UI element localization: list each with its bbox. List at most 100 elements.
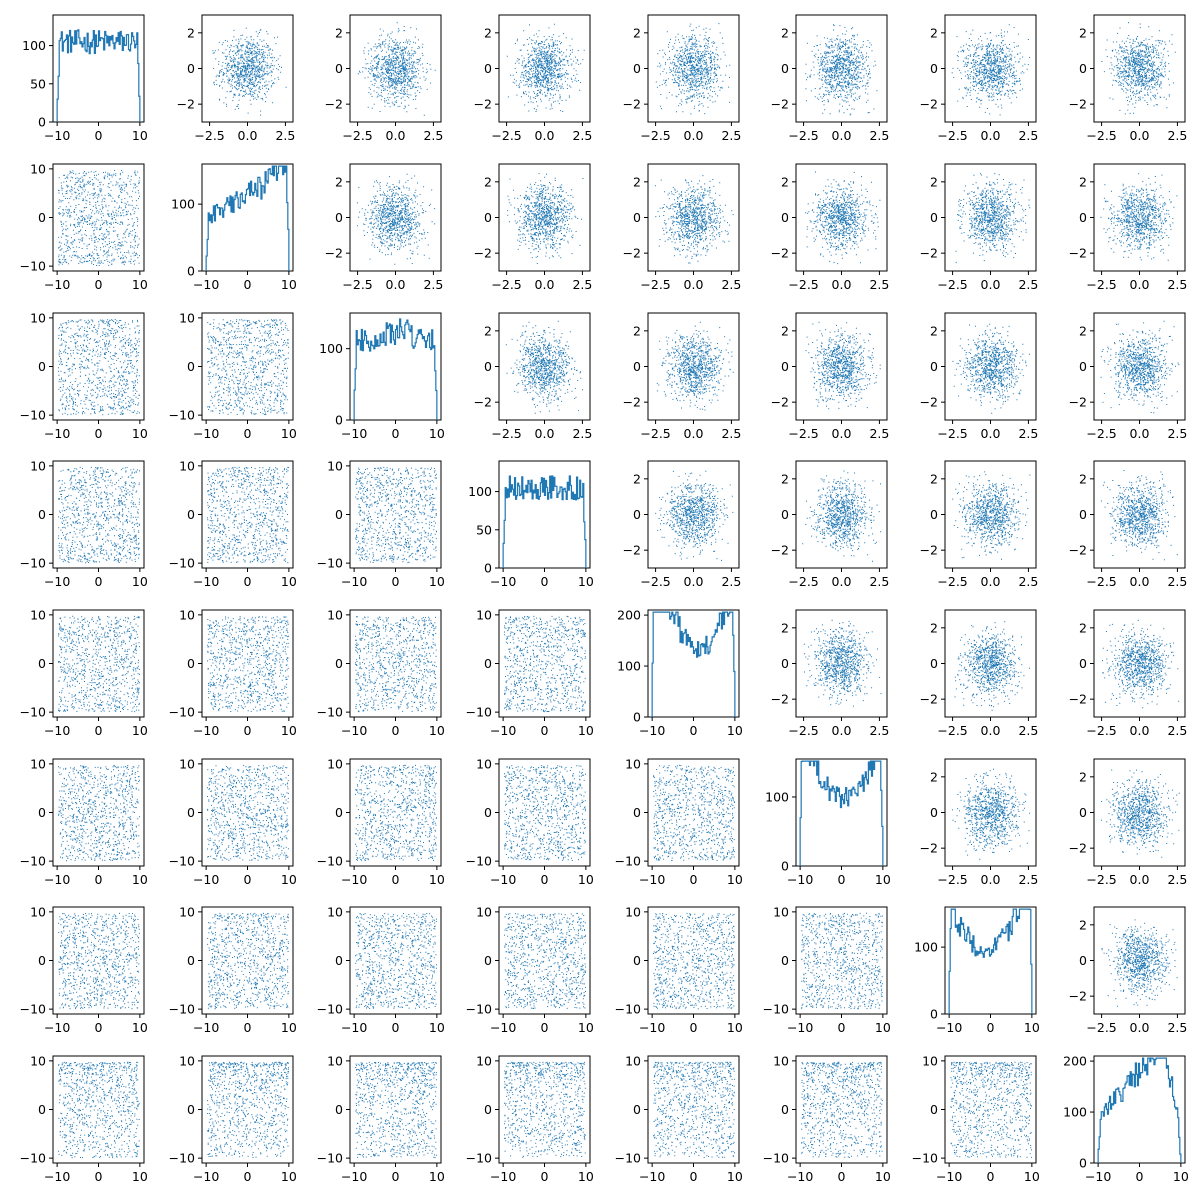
panel-r4-c5-ytick-label: −2 [771,692,789,707]
panel-r2-c5: −2.5 0.0 2.5 −2 0 2 [771,312,889,441]
panel-r3-c0-xtick-label: 10 [132,574,148,589]
panel-r2-c0: −10 0 10 −10 0 10 [20,310,148,441]
panel-r1-c0-ytick-label: 10 [30,161,46,176]
panel-r5-c6-ytick-label: 0 [930,805,938,820]
panel-r6-c4-ytick-label: −10 [615,1002,641,1017]
panel-r5-c2-ytick-label: 0 [335,805,343,820]
panel-r5-c7-ytick-label: 2 [1079,769,1087,784]
panel-r5-c1-xtick-label: −10 [193,872,219,887]
panel-r5-c7-scatter-points [1101,769,1180,858]
panel-r3-c4-scatter-points [655,470,734,561]
panel-r7-c6-xtick-label: 0 [987,1169,995,1184]
panel-r5-c5-xtick-label: 0 [838,872,846,887]
panel-r6-c1-frame [201,906,294,1015]
panel-r1-c1-xtick-label: −10 [193,277,219,292]
panel-r7-c4: −10 0 10 −10 0 10 [615,1053,743,1184]
panel-r7-c1-ytick-label: 0 [187,1102,195,1117]
panel-r4-c7-xtick-label: 0.0 [1130,723,1150,738]
panel-r4-c0-xtick-label: 0 [95,723,103,738]
panel-r7-c4-xtick-label: −10 [639,1169,665,1184]
panel-r7-c6-xtick-label: 10 [1024,1169,1040,1184]
panel-r6-c1-xtick-label: 10 [281,1020,297,1035]
panel-r3-c2-ytick-label: 10 [327,458,343,473]
panel-r1-c0-ytick-label: −10 [20,259,46,274]
panel-r3-c2-ytick-label: −10 [317,556,343,571]
panel-r4-c7-ytick-label: 0 [1079,656,1087,671]
panel-r2-c2-ytick-label: 100 [319,341,343,356]
panel-r6-c4-xtick-label: 10 [727,1020,743,1035]
panel-r2-c7-ytick-label: 2 [1079,323,1087,338]
panel-r3-c7-ytick-label: 2 [1079,471,1087,486]
panel-r2-c1-ytick-label: 10 [179,310,195,325]
panel-r3-c5-frame [795,460,888,569]
panel-r2-c0-xtick-label: 10 [132,426,148,441]
panel-r7-c2-xtick-label: 10 [429,1169,445,1184]
panel-r1-c2-ytick-label: 0 [335,210,343,225]
panel-r7-c0-xtick-label: −10 [44,1169,70,1184]
panel-r5-c6-ytick-label: 2 [930,769,938,784]
panel-r4-c0-ytick-label: 0 [38,656,46,671]
panel-r6-c5-ytick-label: −10 [763,1002,789,1017]
panel-r6-c6-xtick-label: 0 [987,1020,995,1035]
panel-r5-c7-ytick-label: −2 [1069,841,1087,856]
panel-r7-c2-frame [349,1055,442,1164]
panel-r2-c0-ytick-label: 0 [38,359,46,374]
panel-r6-c2: −10 0 10 −10 0 10 [317,904,445,1035]
panel-r0-c3-xtick-label: 0.0 [535,128,555,143]
panel-r1-c6-ytick-label: 0 [930,210,938,225]
panel-r5-c3-ytick-label: −10 [466,854,492,869]
panel-r2-c3-ytick-label: 2 [484,323,492,338]
panel-r5-c4-xtick-label: 10 [727,872,743,887]
panel-r3-c1-ytick-label: 10 [179,458,195,473]
panel-r3-c4-ytick-label: 2 [633,471,641,486]
panel-r1-c2-scatter-points [356,173,436,265]
panel-r7-c2-ytick-label: −10 [317,1151,343,1166]
panel-r0-c0-ytick-label: 0 [38,115,46,130]
panel-r2-c4-ytick-label: −2 [623,395,641,410]
panel-r2-c4-xtick-label: 0.0 [684,426,704,441]
panel-r3-c7-xtick-label: −2.5 [1086,574,1116,589]
panel-r5-c5-xtick-label: 10 [875,872,891,887]
panel-r3-c4-ytick-label: −2 [623,543,641,558]
panel-r4-c2-ytick-label: 0 [335,656,343,671]
panel-r4-c4-xtick-label: −10 [639,723,665,738]
panel-r3-c6-xtick-label: 2.5 [1018,574,1038,589]
panel-r5-c0-xtick-label: 10 [132,872,148,887]
panel-r2-c6: −2.5 0.0 2.5 −2 0 2 [920,312,1038,441]
panel-r1-c4: −2.5 0.0 2.5 −2 0 2 [623,163,741,292]
panel-r0-c3-ytick-label: 0 [484,61,492,76]
panel-r0-c5: −2.5 0.0 2.5 −2 0 2 [771,14,889,143]
panel-r5-c4-frame [647,758,740,867]
panel-r1-c3-ytick-label: 2 [484,174,492,189]
panel-r5-c1-ytick-label: 10 [179,756,195,771]
panel-r5-c6: −2.5 0.0 2.5 −2 0 2 [920,758,1038,887]
panel-r5-c5-histogram-line [799,760,884,866]
panel-r3-c7-ytick-label: −2 [1069,543,1087,558]
panel-r4-c3-frame [498,609,591,718]
panel-r1-c3-scatter-points [507,173,584,264]
panel-r3-c7-xtick-label: 2.5 [1167,574,1187,589]
panel-r5-c1: −10 0 10 −10 0 10 [169,756,297,887]
panel-r4-c6-ytick-label: −2 [920,692,938,707]
panel-r0-c4-ytick-label: −2 [623,97,641,112]
panel-r4-c6-ytick-label: 0 [930,656,938,671]
panel-r0-c0-xtick-label: 0 [95,128,103,143]
panel-r2-c2-ytick-label: 0 [335,413,343,428]
panel-r0-c2-scatter-points [357,22,436,116]
panel-r7-c1-xtick-label: 10 [281,1169,297,1184]
panel-r4-c0-ytick-label: 10 [30,607,46,622]
panel-r1-c6-xtick-label: 2.5 [1018,277,1038,292]
panel-r3-c2-xtick-label: 10 [429,574,445,589]
panel-r5-c5-xtick-label: −10 [787,872,813,887]
panel-r3-c5-ytick-label: −2 [771,543,789,558]
panel-r7-c7-ytick-label: 0 [1079,1156,1087,1171]
panel-r7-c0-xtick-label: 0 [95,1169,103,1184]
panel-r6-c5: −10 0 10 −10 0 10 [763,904,891,1035]
panel-r7-c3: −10 0 10 −10 0 10 [466,1053,594,1184]
panel-r5-c6-xtick-label: −2.5 [937,872,967,887]
panel-r1-c3: −2.5 0.0 2.5 −2 0 2 [474,163,592,292]
panel-r3-c3-ytick-label: 50 [476,522,492,537]
panel-r4-c4-xtick-label: 0 [690,723,698,738]
